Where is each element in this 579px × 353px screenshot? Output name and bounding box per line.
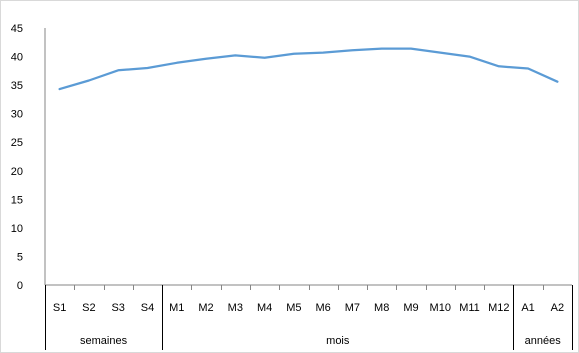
y-tick-label: 25: [11, 137, 23, 149]
x-tick-label: M5: [286, 302, 301, 314]
y-tick-label: 0: [17, 280, 23, 292]
group-label: semaines: [80, 335, 128, 347]
x-tick-label: S1: [53, 302, 66, 314]
x-tick-label: A2: [551, 302, 564, 314]
x-tick-label: M3: [228, 302, 243, 314]
x-axis: S1 S2 S3 S4 M1 M2 M3 M4 M5 M6 M7 M8 M9 M10 M11 M12 A1 A2 s…: [45, 284, 573, 350]
x-tick-label: M4: [257, 302, 272, 314]
y-tick-label: 20: [11, 166, 23, 178]
x-tick-label: A1: [521, 302, 534, 314]
y-tick-label: 15: [11, 194, 23, 206]
x-tick-label: M7: [345, 302, 360, 314]
y-tick-label: 10: [11, 223, 23, 235]
x-tick-label: S3: [111, 302, 124, 314]
x-tick-label: S2: [82, 302, 95, 314]
y-tick-label: 5: [17, 251, 23, 263]
x-tick-label: M12: [488, 302, 509, 314]
y-tick-label: 35: [11, 80, 23, 92]
y-tick-label: 30: [11, 109, 23, 121]
x-tick-label: M10: [430, 302, 451, 314]
plot-area: [58, 47, 559, 91]
x-tick-label: M9: [403, 302, 418, 314]
y-tick-label: 45: [11, 23, 23, 35]
series-line: [58, 47, 559, 91]
x-tick-label: M6: [315, 302, 330, 314]
group-label: mois: [326, 335, 350, 347]
x-tick-label: M1: [169, 302, 184, 314]
x-tick-label: M8: [374, 302, 389, 314]
y-axis: 0 5 10 15 20 25 30 35 40 45: [11, 23, 46, 292]
y-tick-label: 40: [11, 52, 23, 64]
x-tick-label: M11: [459, 302, 480, 314]
x-tick-label: M2: [198, 302, 213, 314]
x-tick-label: S4: [141, 302, 154, 314]
group-label: années: [525, 335, 562, 347]
